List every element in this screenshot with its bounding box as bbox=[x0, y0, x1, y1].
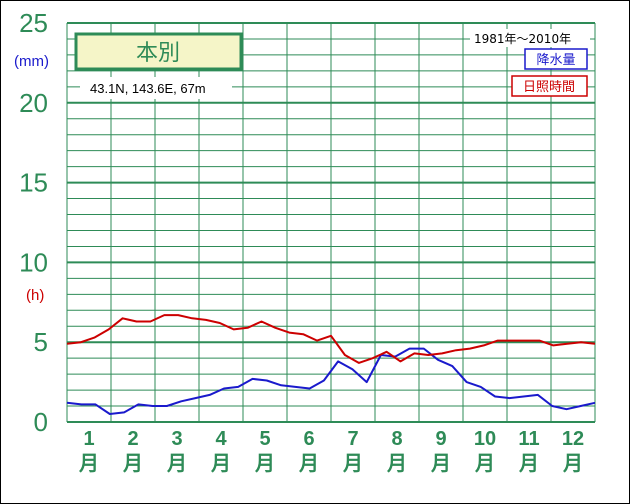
period-box bbox=[470, 29, 590, 47]
station-name: 本別 bbox=[136, 41, 180, 66]
y-tick-label: 20 bbox=[19, 88, 48, 118]
y-unit-h: (h) bbox=[26, 287, 44, 304]
series-lines bbox=[66, 314, 596, 415]
month-number-label: 4 bbox=[215, 428, 227, 450]
month-suffix-label: 月 bbox=[562, 451, 583, 475]
period-text: 1981年〜2010年 bbox=[474, 32, 571, 46]
month-number-label: 11 bbox=[518, 428, 539, 450]
month-suffix-label: 月 bbox=[122, 451, 143, 475]
month-number-label: 1 bbox=[83, 428, 94, 450]
y-axis-ticks: 0 5 10 15 20 25 bbox=[19, 8, 48, 437]
month-number-label: 10 bbox=[474, 428, 496, 450]
month-number-label: 5 bbox=[259, 428, 270, 450]
month-suffix-label: 月 bbox=[254, 451, 275, 475]
precipitation-line bbox=[66, 347, 596, 415]
y-unit-mm: (mm) bbox=[14, 53, 49, 70]
month-suffix-label: 月 bbox=[518, 451, 539, 475]
month-number-label: 8 bbox=[391, 428, 402, 450]
month-suffix-label: 月 bbox=[342, 451, 363, 475]
y-tick-label: 25 bbox=[19, 8, 48, 38]
y-tick-label: 0 bbox=[34, 407, 48, 437]
month-suffix-label: 月 bbox=[430, 451, 451, 475]
month-suffix-label: 月 bbox=[474, 451, 495, 475]
y-tick-label: 10 bbox=[19, 247, 48, 277]
legend-sunshine: 日照時間 bbox=[523, 80, 575, 95]
month-number-label: 3 bbox=[171, 428, 182, 450]
legend-precipitation: 降水量 bbox=[536, 53, 575, 68]
month-number-label: 7 bbox=[347, 428, 358, 450]
y-tick-label: 15 bbox=[19, 168, 48, 198]
y-tick-label: 5 bbox=[34, 327, 48, 357]
month-number-label: 2 bbox=[127, 428, 138, 450]
sunshine-line bbox=[66, 314, 596, 364]
month-suffix-label: 月 bbox=[298, 451, 319, 475]
legend-precip-box bbox=[524, 48, 588, 70]
month-number-label: 9 bbox=[435, 428, 446, 450]
month-number-label: 12 bbox=[562, 428, 584, 450]
location-text: 43.1N, 143.6E, 67m bbox=[90, 81, 206, 96]
month-suffix-label: 月 bbox=[210, 451, 231, 475]
location-box bbox=[80, 77, 232, 99]
month-suffix-label: 月 bbox=[386, 451, 407, 475]
legend-sunshine-box bbox=[511, 75, 588, 97]
grid bbox=[66, 22, 596, 423]
month-number-label: 6 bbox=[303, 428, 314, 450]
station-box bbox=[74, 32, 243, 71]
month-suffix-label: 月 bbox=[166, 451, 187, 475]
month-suffix-label: 月 bbox=[78, 451, 99, 475]
